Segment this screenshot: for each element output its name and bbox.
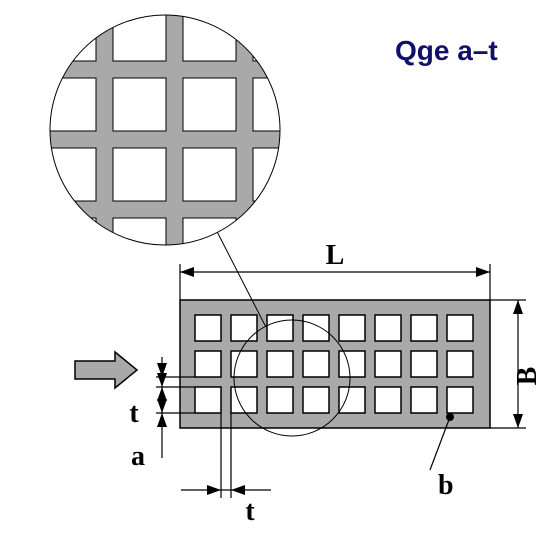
direction-arrow (75, 352, 137, 388)
leader-b-label: b (438, 470, 454, 501)
dim-B-label: B (512, 367, 543, 386)
dim-L-label: L (326, 240, 345, 271)
dim-B-arrow-down (513, 414, 523, 428)
dim-L-arrow-right (476, 267, 490, 277)
dim-a-arrow-top (157, 373, 167, 387)
dim-t-arrow-bot (157, 387, 167, 401)
dim-a-label: a (131, 441, 145, 472)
detail-view-group (40, 5, 306, 271)
dim-a-arrow-bot (157, 413, 167, 427)
title-text: Qge a–t (395, 35, 498, 66)
dim-tb-arrow-l (207, 485, 221, 495)
dim-B-arrow-up (513, 300, 523, 314)
perforated-plate (180, 300, 490, 428)
dim-t-bottom-label: t (245, 496, 255, 527)
dim-t-left-label: t (129, 398, 139, 429)
dim-tb-arrow-r (231, 485, 245, 495)
dim-L-arrow-left (180, 267, 194, 277)
dim-a-tail (157, 399, 167, 413)
